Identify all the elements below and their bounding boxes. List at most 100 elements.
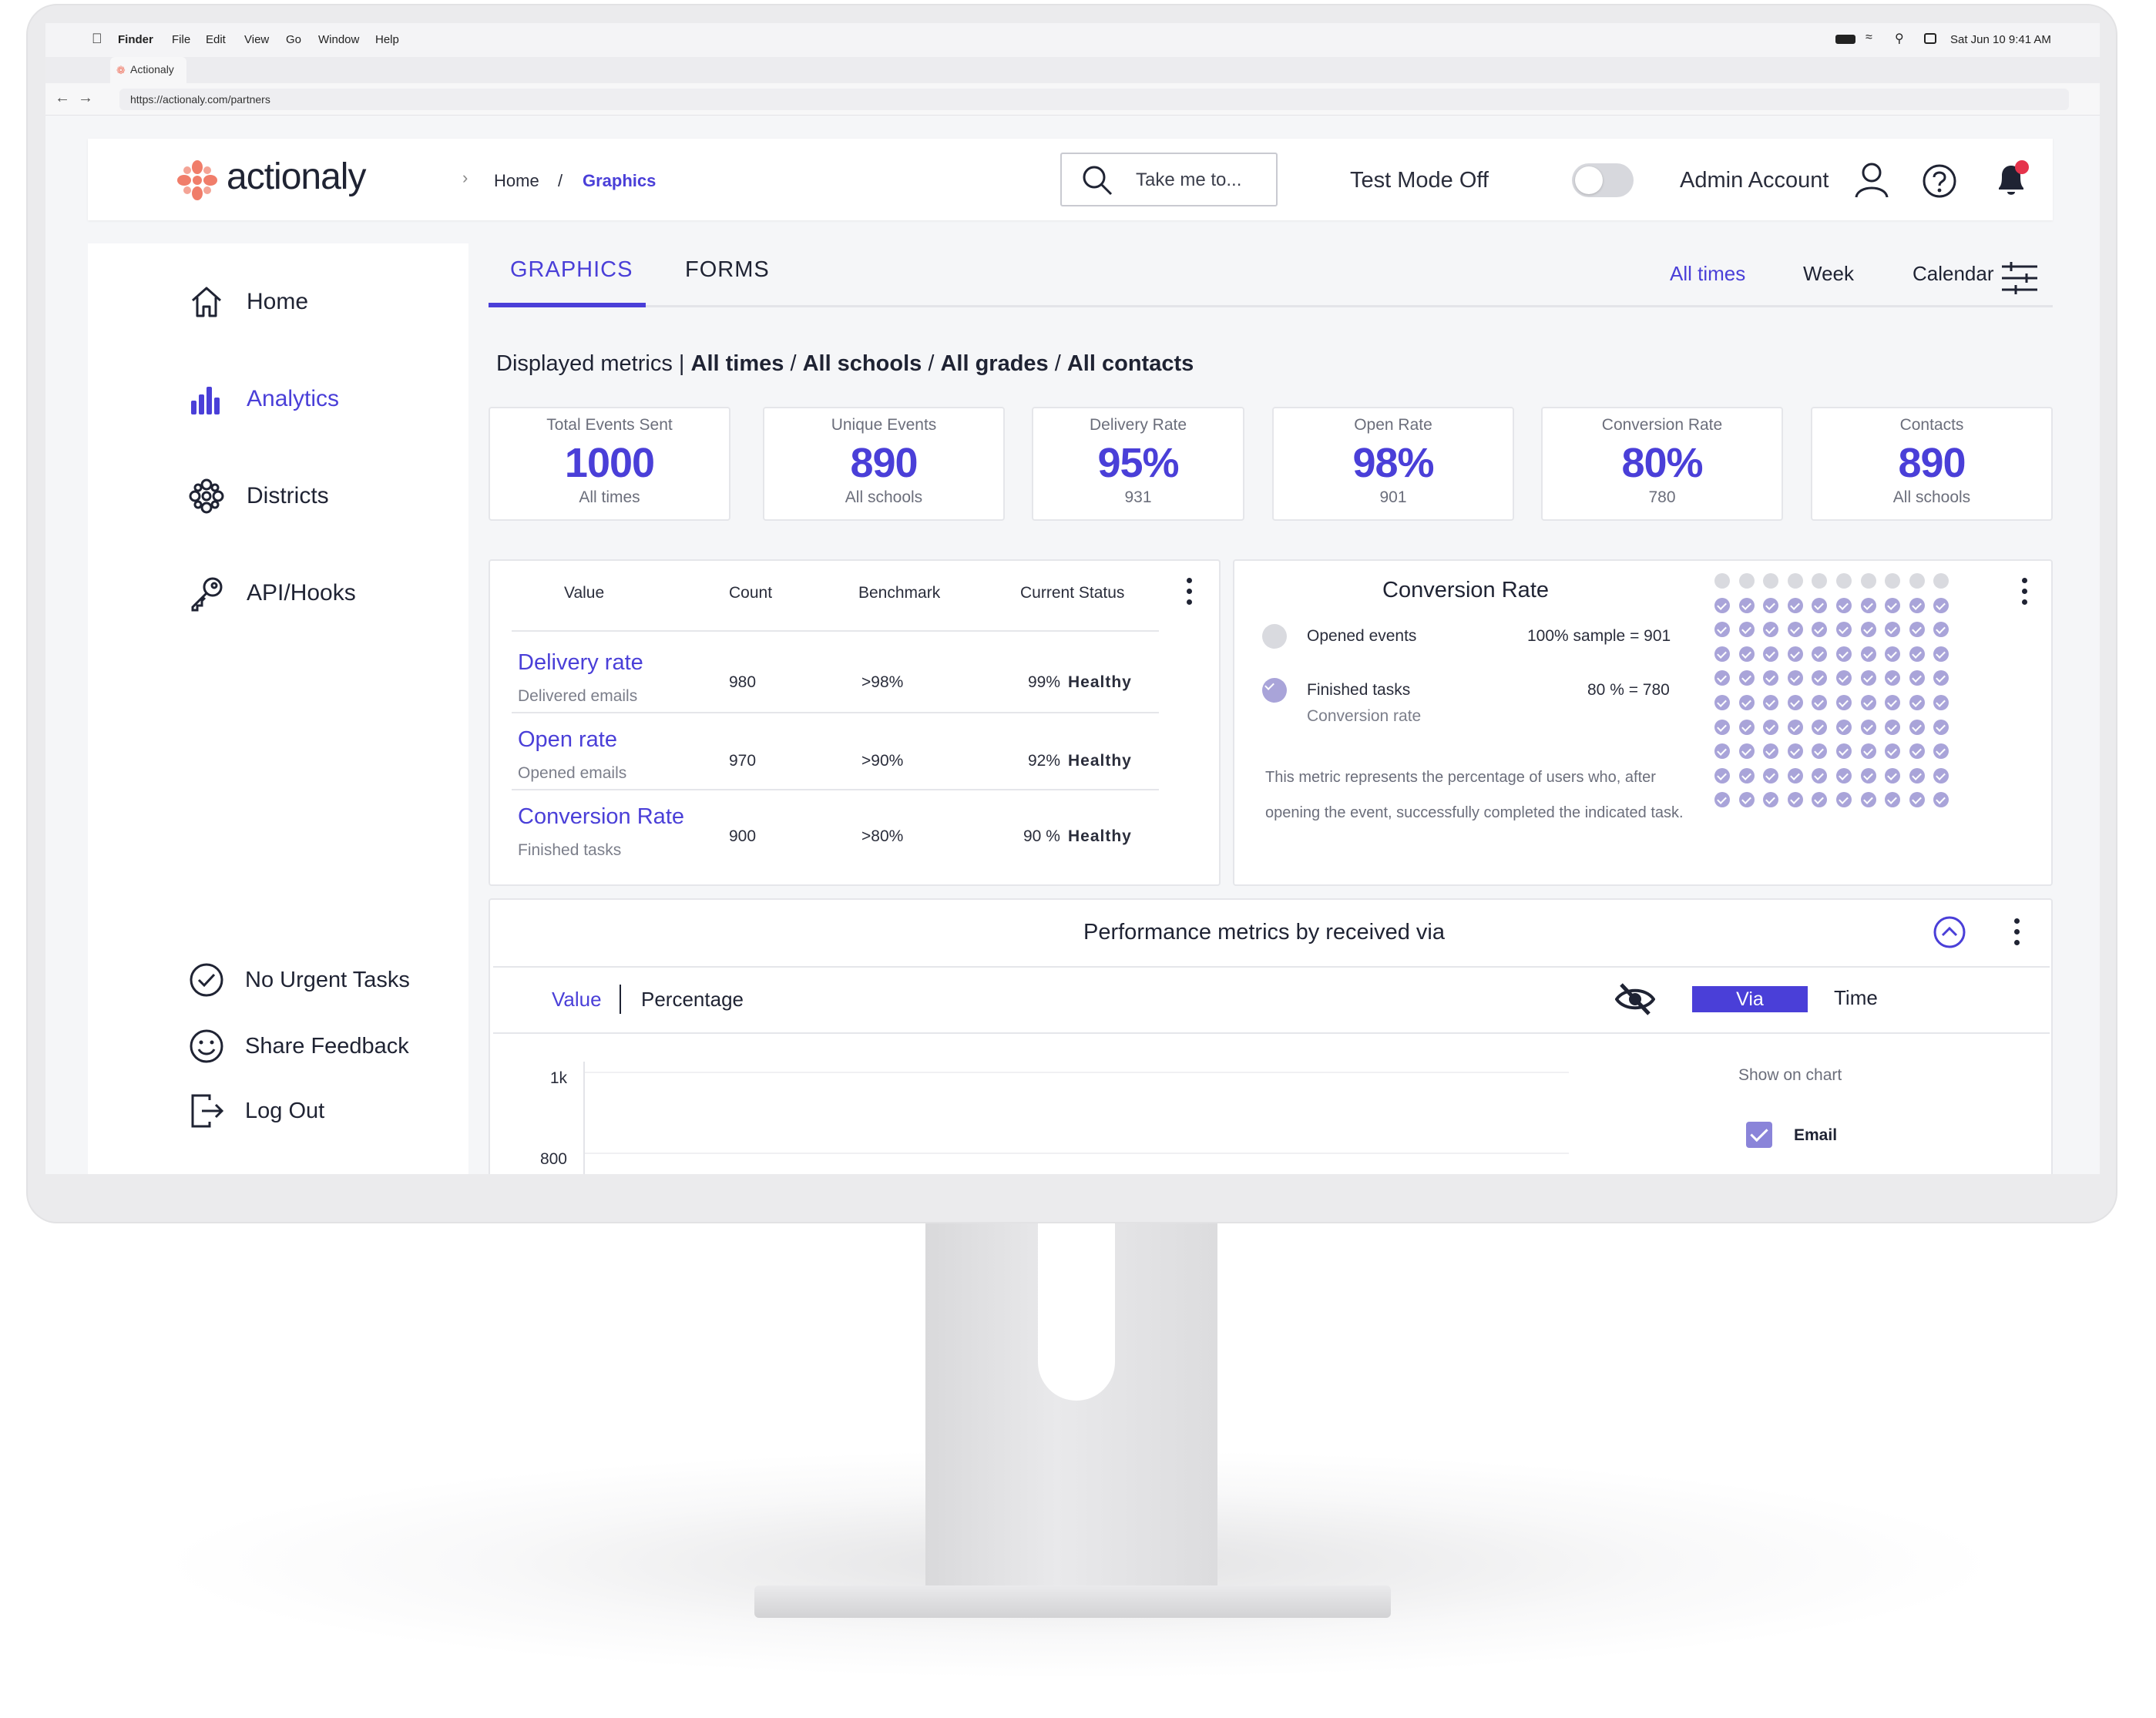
browser-addressbar: ← → https://actionaly.com/partners — [45, 83, 2100, 116]
kpi-sub: 931 — [1124, 488, 1152, 506]
menubar-item[interactable]: Go — [286, 33, 302, 46]
menubar-item[interactable]: Help — [375, 33, 399, 46]
kpi-card-delivery-rate[interactable]: Delivery Rate 95% 931 — [1032, 407, 1244, 521]
forward-icon[interactable]: → — [78, 89, 93, 106]
sidebar-item-label: Home — [247, 289, 309, 314]
back-icon[interactable]: ← — [55, 89, 70, 106]
displayed-metrics: Displayed metrics | All times / All scho… — [496, 351, 1194, 377]
via-button[interactable]: Via — [1692, 986, 1808, 1012]
filter-settings-icon[interactable] — [2000, 260, 2039, 296]
converted-dot — [1885, 767, 1901, 784]
search-placeholder: Take me to... — [1136, 169, 1242, 190]
tab-forms[interactable]: FORMS — [685, 257, 770, 282]
converted-dot — [1933, 792, 1949, 808]
filter-week[interactable]: Week — [1803, 262, 1854, 285]
no-urgent-tasks[interactable]: No Urgent Tasks — [188, 958, 410, 1002]
log-out[interactable]: Log Out — [188, 1089, 324, 1132]
converted-dot — [1933, 670, 1949, 686]
help-icon[interactable] — [1922, 163, 1957, 199]
conversion-menu-icon[interactable] — [2022, 578, 2028, 606]
collapse-icon[interactable] — [1933, 915, 1966, 949]
kpi-value: 98% — [1352, 440, 1434, 486]
converted-dot — [1909, 792, 1925, 808]
status-badge: Healthy — [1068, 752, 1132, 770]
wifi-icon[interactable]: ≈ — [1866, 31, 1872, 44]
menubar-item[interactable]: Finder — [118, 33, 153, 46]
breadcrumb-current[interactable]: Graphics — [583, 171, 657, 190]
filter-calendar[interactable]: Calendar — [1913, 262, 1994, 285]
kpi-card-contacts[interactable]: Contacts 890 All schools — [1811, 407, 2053, 521]
menubar-item[interactable]: File — [172, 33, 191, 46]
menubar-clock: Sat Jun 10 9:41 AM — [1950, 33, 2051, 46]
converted-dot — [1933, 622, 1949, 638]
kpi-card-total-events[interactable]: Total Events Sent 1000 All times — [489, 407, 730, 521]
converted-dot — [1933, 694, 1949, 710]
row-title[interactable]: Delivery rate — [518, 650, 643, 675]
time-button[interactable]: Time — [1834, 986, 1878, 1009]
converted-dot — [1812, 597, 1828, 613]
menubar-item[interactable]: View — [244, 33, 270, 46]
metric-filter-schools[interactable]: All schools — [802, 351, 922, 376]
converted-dot — [1909, 597, 1925, 613]
converted-dot — [1763, 597, 1779, 613]
kpi-sub: All schools — [845, 488, 923, 506]
converted-dot — [1714, 719, 1730, 735]
sidebar-item-districts[interactable]: Districts — [188, 475, 329, 518]
breadcrumb-home[interactable]: Home — [494, 171, 539, 190]
logo-text[interactable]: actionaly — [227, 156, 366, 197]
toggle-value[interactable]: Value — [552, 988, 602, 1011]
converted-dot — [1738, 743, 1755, 760]
battery-icon[interactable] — [1835, 35, 1855, 44]
share-feedback[interactable]: Share Feedback — [188, 1025, 409, 1068]
control-center-icon[interactable] — [1924, 33, 1936, 44]
sidebar-item-api-hooks[interactable]: API/Hooks — [188, 572, 356, 615]
test-mode-toggle[interactable] — [1572, 163, 1634, 197]
email-checkbox[interactable] — [1746, 1122, 1772, 1148]
breadcrumb-separator: / — [558, 171, 563, 190]
toggle-percentage[interactable]: Percentage — [641, 988, 744, 1011]
kpi-card-conversion-rate[interactable]: Conversion Rate 80% 780 — [1541, 407, 1783, 521]
user-icon[interactable] — [1854, 162, 1889, 199]
filter-all-times[interactable]: All times — [1670, 262, 1746, 285]
browser-tab[interactable]: ❁ Actionaly — [110, 57, 186, 83]
row-title[interactable]: Open rate — [518, 727, 617, 752]
converted-dot — [1812, 792, 1828, 808]
converted-dot — [1738, 694, 1755, 710]
eye-hidden-icon[interactable] — [1615, 981, 1655, 1017]
menubar-item[interactable]: Window — [318, 33, 360, 46]
spotlight-icon[interactable]: ⚲ — [1895, 32, 1904, 45]
performance-menu-icon[interactable] — [2014, 918, 2020, 946]
metric-filter-grades[interactable]: All grades — [940, 351, 1049, 376]
row-title[interactable]: Conversion Rate — [518, 804, 684, 829]
converted-dot — [1933, 719, 1949, 735]
finished-value: 80 % = 780 — [1587, 681, 1670, 699]
sidebar-item-analytics[interactable]: Analytics — [188, 377, 339, 421]
y-tick-label: 800 — [540, 1150, 567, 1168]
apple-icon[interactable]:  — [92, 31, 102, 47]
row-benchmark: >98% — [861, 673, 904, 691]
bell-icon[interactable] — [1993, 159, 2031, 199]
metric-filter-times[interactable]: All times — [690, 351, 784, 376]
converted-dot — [1714, 597, 1730, 613]
kpi-card-unique-events[interactable]: Unique Events 890 All schools — [763, 407, 1005, 521]
converted-dot — [1738, 719, 1755, 735]
converted-dot — [1763, 670, 1779, 686]
admin-account-label[interactable]: Admin Account — [1680, 168, 1829, 193]
converted-dot — [1909, 743, 1925, 760]
tab-graphics[interactable]: GRAPHICS — [510, 257, 633, 282]
converted-dot — [1909, 670, 1925, 686]
actionaly-logo-icon[interactable] — [174, 157, 220, 203]
menubar-item[interactable]: Edit — [206, 33, 226, 46]
sidebar-item-home[interactable]: Home — [188, 280, 308, 324]
table-menu-icon[interactable] — [1187, 578, 1193, 606]
metric-filter-contacts[interactable]: All contacts — [1066, 351, 1194, 376]
logout-icon — [191, 1094, 224, 1128]
table-divider — [512, 712, 1159, 713]
status-badge: Healthy — [1068, 673, 1132, 691]
kpi-value: 1000 — [564, 440, 655, 486]
url-field[interactable]: https://actionaly.com/partners — [119, 89, 2069, 110]
kpi-card-open-rate[interactable]: Open Rate 98% 901 — [1272, 407, 1514, 521]
converted-dot — [1885, 743, 1901, 760]
search-input[interactable]: Take me to... — [1060, 153, 1278, 206]
kpi-value: 80% — [1621, 440, 1703, 486]
